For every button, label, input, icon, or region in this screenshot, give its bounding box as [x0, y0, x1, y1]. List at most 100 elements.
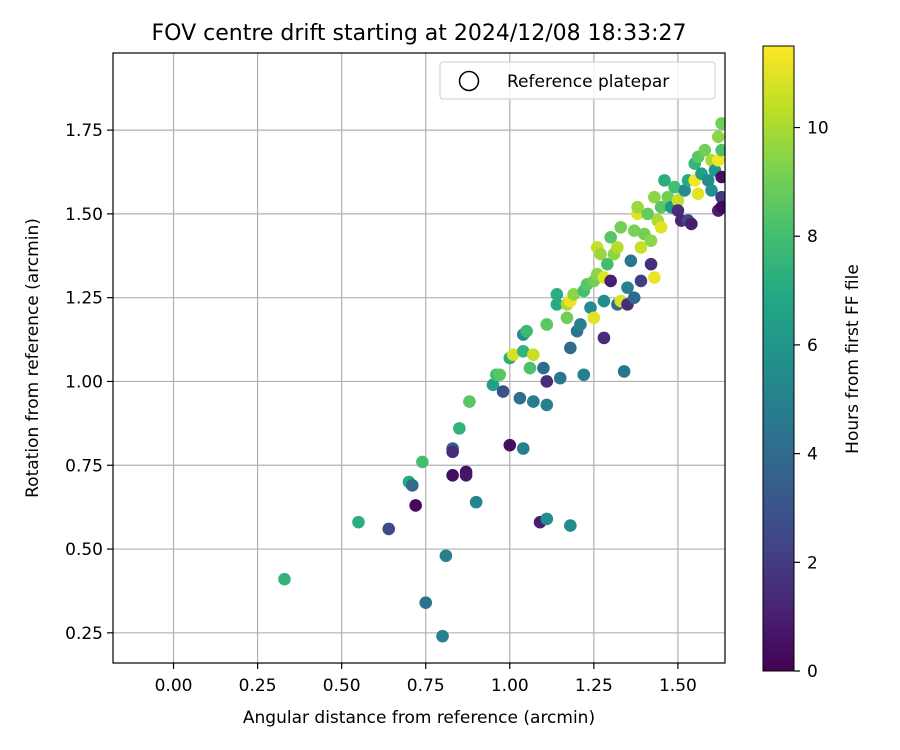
- scatter-point: [560, 311, 574, 325]
- scatter-point: [550, 288, 564, 301]
- scatter-point: [614, 220, 628, 234]
- scatter-point: [678, 184, 691, 197]
- scatter-point: [405, 479, 419, 492]
- scatter-point: [540, 512, 554, 526]
- scatter-point: [654, 220, 668, 234]
- scatter-point: [446, 445, 459, 459]
- scatter-point: [641, 207, 654, 221]
- scatter-point: [661, 190, 675, 204]
- colorbar-tick-label: 10: [807, 119, 829, 139]
- scatter-point: [453, 422, 466, 435]
- colorbar-gradient: [762, 45, 795, 672]
- scatter-point: [654, 200, 668, 214]
- colorbar-ticks: 0 2 4 6 8 10: [794, 119, 829, 682]
- scatter-point: [648, 271, 661, 284]
- x-tick-label: 1.25: [575, 676, 613, 696]
- scatter-point: [352, 515, 365, 529]
- scatter-point: [621, 281, 634, 294]
- scatter-point: [439, 549, 453, 563]
- scatter-point: [523, 361, 537, 375]
- scatter-point: [506, 348, 520, 361]
- colorbar-label: Hours from first FF file: [843, 264, 863, 454]
- colorbar-tick-label: 6: [807, 336, 818, 356]
- scatter-point: [419, 596, 433, 609]
- scatter-point: [658, 174, 671, 187]
- y-tick-label: 0.75: [65, 456, 103, 476]
- scatter-point: [577, 368, 591, 382]
- scatter-point: [705, 184, 718, 197]
- scatter-point: [564, 519, 577, 532]
- scatter-point: [446, 469, 459, 482]
- scatter-point: [537, 361, 550, 375]
- x-axis-ticks: 0.00 0.25 0.50 0.75 1.00 1.25 1.50: [155, 663, 697, 696]
- colorbar-tick-label: 2: [807, 553, 818, 573]
- y-tick-label: 0.25: [65, 624, 103, 644]
- scatter-point: [516, 344, 530, 358]
- colorbar-tick-label: 8: [807, 227, 818, 247]
- scatter-point: [564, 341, 577, 355]
- scatter-point: [436, 629, 449, 643]
- scatter-point: [671, 194, 685, 207]
- scatter-point: [520, 324, 533, 338]
- x-tick-label: 0.50: [323, 676, 361, 696]
- scatter-point: [540, 318, 554, 331]
- scatter-point: [594, 247, 607, 261]
- scatter-point: [698, 143, 712, 157]
- scatter-point: [627, 224, 641, 237]
- scatter-point: [715, 143, 725, 157]
- scatter-point: [513, 391, 527, 405]
- scatter-point: [617, 365, 631, 378]
- scatter-point: [634, 274, 648, 288]
- legend-marker: [458, 70, 480, 92]
- scatter-point: [668, 180, 681, 194]
- scatter-point: [715, 117, 725, 130]
- plot-area-frame: [112, 52, 726, 664]
- scatter-point: [409, 499, 422, 512]
- y-tick-label: 1.00: [65, 372, 103, 392]
- scatter-point: [701, 174, 715, 187]
- scatter-point: [691, 187, 705, 201]
- x-tick-label: 0.25: [239, 676, 277, 696]
- scatter-point: [416, 455, 429, 469]
- scatter-point: [574, 318, 587, 331]
- scatter-point: [711, 153, 725, 167]
- scatter-point: [671, 204, 685, 217]
- scatter-point: [715, 190, 725, 204]
- scatter-point: [715, 170, 725, 184]
- y-tick-label: 0.50: [65, 540, 103, 560]
- scatter-point: [382, 522, 396, 536]
- scatter-point: [601, 257, 614, 271]
- x-tick-label: 0.00: [155, 676, 193, 696]
- scatter-point: [553, 371, 567, 385]
- y-axis-ticks: 0.25 0.50 0.75 1.00 1.25 1.50 1.75: [65, 121, 113, 644]
- scatter-point: [624, 254, 638, 268]
- scatter-point: [711, 130, 725, 144]
- colorbar-tick-label: 0: [807, 662, 818, 682]
- scatter-point: [503, 438, 517, 452]
- scatter-point: [648, 190, 661, 204]
- legend-label: Reference platepar: [507, 72, 669, 92]
- scatter-point: [463, 395, 476, 408]
- grid: [113, 53, 725, 663]
- scatter-point: [715, 200, 725, 214]
- scatter-point: [469, 495, 483, 509]
- scatter-point: [459, 469, 473, 482]
- y-axis-label: Rotation from reference (arcmin): [23, 218, 43, 498]
- scatter-point: [493, 368, 507, 382]
- scatter-point: [516, 442, 530, 455]
- y-tick-label: 1.75: [65, 121, 103, 141]
- scatter-point: [486, 378, 500, 392]
- scatter-point: [611, 241, 624, 254]
- scatter-point: [604, 274, 617, 288]
- scatter-point: [540, 398, 554, 412]
- colorbar-tick-label: 4: [807, 445, 818, 465]
- y-tick-label: 1.50: [65, 205, 103, 225]
- x-axis-label: Angular distance from reference (arcmin): [243, 708, 595, 728]
- x-tick-label: 1.50: [659, 676, 697, 696]
- scatter-point: [685, 217, 698, 231]
- scatter-point: [597, 331, 611, 345]
- legend: Reference platepar: [439, 61, 716, 100]
- scatter-point: [644, 234, 658, 247]
- chart-title: FOV centre drift starting at 2024/12/08 …: [152, 21, 687, 46]
